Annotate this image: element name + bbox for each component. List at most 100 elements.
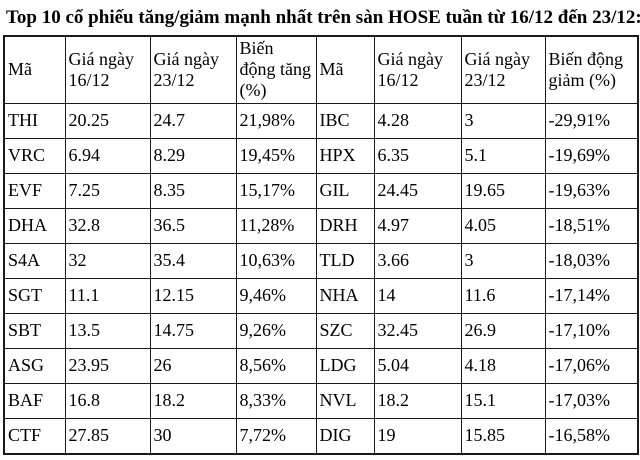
loser-price23-cell: 15.1 <box>460 382 546 419</box>
loser-price23-cell: 4.18 <box>460 347 546 384</box>
gainer-change-cell: 10,63% <box>235 242 317 279</box>
loser-price23-cell: 3 <box>460 242 546 279</box>
loser-price16-cell: 18.2 <box>373 382 462 419</box>
header-price-16-gainers: Giá ngày 16/12 <box>64 35 151 104</box>
loser-price16-cell: 19 <box>373 417 462 455</box>
gainer-price23-cell: 36.5 <box>149 207 237 244</box>
loser-change-cell: -17,03% <box>544 382 639 419</box>
stock-table: Mã Giá ngày 16/12 Giá ngày 23/12 Biến độ… <box>3 35 639 455</box>
gainer-price16-cell: 32 <box>64 242 151 279</box>
loser-code-cell: NHA <box>315 277 375 314</box>
gainer-price23-cell: 18.2 <box>149 382 237 419</box>
gainer-price16-cell: 13.5 <box>64 312 151 349</box>
loser-price16-cell: 5.04 <box>373 347 462 384</box>
loser-price23-cell: 15.85 <box>460 417 546 455</box>
loser-price23-cell: 19.65 <box>460 172 546 209</box>
table-row: ASG 23.95 26 8,56% LDG 5.04 4.18 -17,06% <box>3 347 639 384</box>
gainer-price23-cell: 30 <box>149 417 237 455</box>
table-row: VRC 6.94 8.29 19,45% HPX 6.35 5.1 -19,69… <box>3 137 639 174</box>
table-row: THI 20.25 24.7 21,98% IBC 4.28 3 -29,91% <box>3 102 639 139</box>
gainer-change-cell: 19,45% <box>235 137 317 174</box>
gainer-change-cell: 8,33% <box>235 382 317 419</box>
loser-change-cell: -17,10% <box>544 312 639 349</box>
loser-price23-cell: 4.05 <box>460 207 546 244</box>
gainer-price23-cell: 12.15 <box>149 277 237 314</box>
gainer-price23-cell: 8.35 <box>149 172 237 209</box>
loser-code-cell: TLD <box>315 242 375 279</box>
gainer-code-cell: CTF <box>3 417 66 455</box>
loser-change-cell: -29,91% <box>544 102 639 139</box>
table-row: SGT 11.1 12.15 9,46% NHA 14 11.6 -17,14% <box>3 277 639 314</box>
loser-code-cell: LDG <box>315 347 375 384</box>
header-change-gainers: Biến động tăng (%) <box>235 35 317 104</box>
gainer-code-cell: EVF <box>3 172 66 209</box>
header-price-23-gainers: Giá ngày 23/12 <box>149 35 237 104</box>
loser-price16-cell: 24.45 <box>373 172 462 209</box>
table-row: S4A 32 35.4 10,63% TLD 3.66 3 -18,03% <box>3 242 639 279</box>
header-price-23-losers: Giá ngày 23/12 <box>460 35 546 104</box>
gainer-code-cell: SGT <box>3 277 66 314</box>
loser-price16-cell: 6.35 <box>373 137 462 174</box>
gainer-price16-cell: 20.25 <box>64 102 151 139</box>
gainer-price16-cell: 7.25 <box>64 172 151 209</box>
loser-code-cell: HPX <box>315 137 375 174</box>
loser-code-cell: NVL <box>315 382 375 419</box>
gainer-change-cell: 8,56% <box>235 347 317 384</box>
loser-change-cell: -19,69% <box>544 137 639 174</box>
gainer-code-cell: ASG <box>3 347 66 384</box>
loser-change-cell: -16,58% <box>544 417 639 455</box>
gainer-code-cell: BAF <box>3 382 66 419</box>
loser-price16-cell: 4.28 <box>373 102 462 139</box>
gainer-price16-cell: 32.8 <box>64 207 151 244</box>
table-row: EVF 7.25 8.35 15,17% GIL 24.45 19.65 -19… <box>3 172 639 209</box>
gainer-code-cell: S4A <box>3 242 66 279</box>
header-change-losers: Biến động giảm (%) <box>544 35 639 104</box>
loser-change-cell: -18,51% <box>544 207 639 244</box>
loser-change-cell: -18,03% <box>544 242 639 279</box>
gainer-price23-cell: 35.4 <box>149 242 237 279</box>
gainer-price23-cell: 24.7 <box>149 102 237 139</box>
table-row: BAF 16.8 18.2 8,33% NVL 18.2 15.1 -17,03… <box>3 382 639 419</box>
gainer-change-cell: 15,17% <box>235 172 317 209</box>
gainer-price16-cell: 16.8 <box>64 382 151 419</box>
article-page: Top 10 cổ phiếu tăng/giảm mạnh nhất trên… <box>0 7 640 455</box>
gainer-price16-cell: 6.94 <box>64 137 151 174</box>
loser-change-cell: -19,63% <box>544 172 639 209</box>
loser-price16-cell: 14 <box>373 277 462 314</box>
gainer-change-cell: 11,28% <box>235 207 317 244</box>
loser-code-cell: IBC <box>315 102 375 139</box>
loser-price23-cell: 26.9 <box>460 312 546 349</box>
loser-price23-cell: 3 <box>460 102 546 139</box>
loser-code-cell: DIG <box>315 417 375 455</box>
table-row: DHA 32.8 36.5 11,28% DRH 4.97 4.05 -18,5… <box>3 207 639 244</box>
table-row: CTF 27.85 30 7,72% DIG 19 15.85 -16,58% <box>3 417 639 455</box>
loser-price16-cell: 3.66 <box>373 242 462 279</box>
loser-price23-cell: 11.6 <box>460 277 546 314</box>
gainer-price23-cell: 26 <box>149 347 237 384</box>
table-row: SBT 13.5 14.75 9,26% SZC 32.45 26.9 -17,… <box>3 312 639 349</box>
loser-code-cell: SZC <box>315 312 375 349</box>
header-row: Mã Giá ngày 16/12 Giá ngày 23/12 Biến độ… <box>3 35 639 104</box>
gainer-code-cell: VRC <box>3 137 66 174</box>
loser-change-cell: -17,14% <box>544 277 639 314</box>
gainer-code-cell: DHA <box>3 207 66 244</box>
gainer-price16-cell: 23.95 <box>64 347 151 384</box>
gainer-price23-cell: 14.75 <box>149 312 237 349</box>
loser-change-cell: -17,06% <box>544 347 639 384</box>
gainer-change-cell: 21,98% <box>235 102 317 139</box>
gainer-change-cell: 9,46% <box>235 277 317 314</box>
gainer-code-cell: SBT <box>3 312 66 349</box>
gainer-price16-cell: 11.1 <box>64 277 151 314</box>
page-title: Top 10 cổ phiếu tăng/giảm mạnh nhất trên… <box>6 7 640 28</box>
header-code-losers: Mã <box>315 35 375 104</box>
loser-price23-cell: 5.1 <box>460 137 546 174</box>
loser-price16-cell: 4.97 <box>373 207 462 244</box>
header-code-gainers: Mã <box>3 35 66 104</box>
gainer-price16-cell: 27.85 <box>64 417 151 455</box>
loser-code-cell: DRH <box>315 207 375 244</box>
gainer-change-cell: 7,72% <box>235 417 317 455</box>
loser-code-cell: GIL <box>315 172 375 209</box>
gainer-price23-cell: 8.29 <box>149 137 237 174</box>
loser-price16-cell: 32.45 <box>373 312 462 349</box>
gainer-change-cell: 9,26% <box>235 312 317 349</box>
